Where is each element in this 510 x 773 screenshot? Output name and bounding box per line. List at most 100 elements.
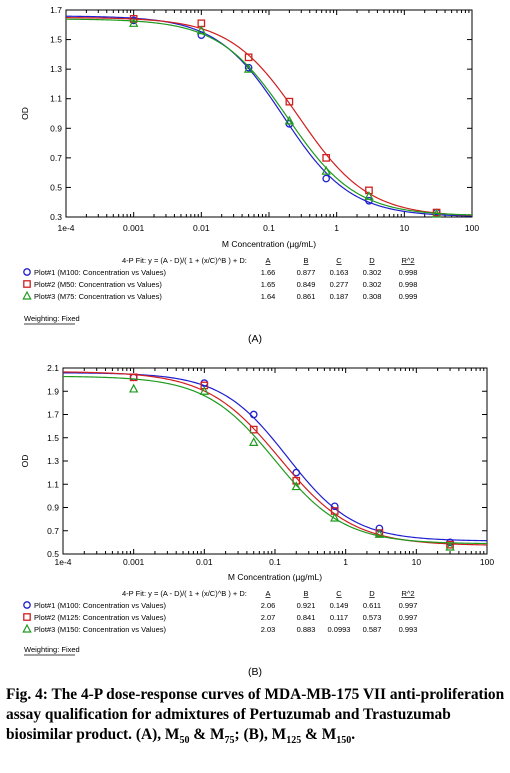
x-tick-label: 1 (334, 223, 339, 233)
y-tick-label: 1.3 (47, 456, 59, 466)
x-tick-label: 0.01 (193, 223, 210, 233)
data-point (374, 528, 385, 538)
x-tick-label: 0.01 (196, 557, 213, 567)
data-points-series-2 (129, 373, 454, 549)
x-axis-ticks (62, 368, 488, 554)
data-points-series-3 (128, 383, 455, 551)
x-tick-label: 0.1 (269, 557, 281, 567)
param-value: 0.883 (297, 625, 316, 634)
data-point (285, 97, 294, 106)
legend-marker (23, 268, 31, 276)
y-tick-label: 0.3 (50, 212, 62, 222)
legend-marker (23, 613, 31, 621)
x-tick-label: 100 (480, 557, 494, 567)
param-header: D (369, 256, 375, 265)
param-value: 0.997 (399, 601, 418, 610)
x-tick-label: 1e-4 (57, 223, 74, 233)
param-value: 0.921 (297, 601, 316, 610)
x-tick-label: 0.1 (263, 223, 275, 233)
param-value: 0.187 (330, 292, 349, 301)
x-tick-label: 1e-4 (54, 557, 71, 567)
legend-entry: Plot#1 (M100: Concentration vs Values) (34, 601, 167, 610)
param-value: 0.302 (363, 280, 382, 289)
data-point (249, 410, 258, 419)
fit-curve-series-2 (62, 371, 488, 546)
legend-entry: Plot#3 (M150: Concentration vs Values) (34, 625, 167, 634)
legend-marker (23, 601, 31, 609)
param-value: 0.993 (399, 625, 418, 634)
data-point (128, 383, 139, 393)
y-tick-label: 1.7 (47, 410, 59, 420)
param-value: 1.64 (261, 292, 276, 301)
panel-label: (B) (248, 666, 262, 678)
data-point (129, 15, 138, 23)
x-tick-label: 10 (400, 223, 410, 233)
data-point (249, 437, 259, 447)
legend-marker (23, 280, 31, 288)
data-point (199, 385, 210, 395)
data-point (128, 18, 139, 27)
param-value: 0.611 (363, 601, 381, 610)
y-tick-label: 1.1 (50, 94, 62, 104)
param-value: 2.07 (261, 613, 276, 622)
param-value: 0.149 (330, 601, 349, 610)
data-point (284, 115, 295, 125)
fit-equation: 4-P Fit: y = (A - D)/( 1 + (x/C)^B ) + D… (122, 589, 247, 598)
x-axis-label: M Concentration (µg/mL) (222, 239, 316, 249)
legend-marker (22, 290, 32, 300)
param-value: 0.573 (363, 613, 382, 622)
data-point (196, 25, 207, 35)
x-axis-label: M Concentration (µg/mL) (228, 572, 322, 582)
param-value: 0.117 (330, 613, 348, 622)
param-value: 2.03 (261, 625, 276, 634)
data-points-series-2 (129, 15, 441, 217)
param-header: A (265, 589, 270, 598)
y-tick-label: 0.5 (47, 549, 59, 559)
legend-entry: Plot#2 (M50: Concentration vs Values) (34, 280, 162, 289)
y-tick-label: 0.7 (47, 526, 59, 536)
param-value: 0.841 (297, 613, 316, 622)
data-point (330, 502, 339, 511)
y-tick-label: 2.1 (47, 363, 59, 373)
data-point (244, 53, 253, 62)
param-value: 0.998 (399, 268, 418, 277)
y-axis-label: OD (20, 107, 30, 120)
fit-curve-series-3 (62, 375, 488, 545)
x-tick-label: 0.001 (123, 557, 145, 567)
figure-caption: Fig. 4: The 4-P dose-response curves of … (6, 686, 505, 747)
y-axis-label: OD (20, 455, 30, 468)
param-value: 0.587 (363, 625, 382, 634)
param-value: 0.999 (399, 292, 418, 301)
y-tick-label: 1.7 (50, 5, 62, 15)
param-header: D (369, 589, 375, 598)
data-point (322, 174, 331, 183)
data-points-series-1 (129, 16, 441, 217)
data-points-series-1 (129, 373, 454, 547)
fit-curve-series-1 (62, 372, 488, 542)
legend-entry: Plot#1 (M100: Concentration vs Values) (34, 268, 167, 277)
data-point (445, 541, 455, 551)
x-axis-ticks (65, 10, 473, 217)
param-header: R^2 (401, 256, 414, 265)
data-point (446, 540, 454, 549)
param-value: 0.998 (399, 280, 418, 289)
param-value: 0.277 (330, 280, 349, 289)
chart-panel-a: 1e-4 0.001 0.01 0.1 1 10 100 0.3 0.5 0.7 0.9 1.1 1.3… (20, 5, 479, 345)
param-value: 0.877 (297, 268, 316, 277)
param-value: 0.861 (297, 292, 316, 301)
data-point (292, 468, 301, 477)
y-tick-label: 1.9 (47, 386, 59, 396)
y-tick-label: 1.5 (50, 35, 62, 45)
data-point (431, 208, 442, 218)
weighting-note: Weighting: Fixed (24, 314, 80, 323)
param-value: 0.849 (297, 280, 316, 289)
data-point (321, 165, 331, 175)
plot-frame (65, 9, 473, 218)
data-point (129, 373, 138, 382)
legend-entry: Plot#3 (M75: Concentration vs Values) (34, 292, 162, 301)
legend-entry: Plot#2 (M125: Concentration vs Values) (34, 613, 167, 622)
data-point (375, 524, 384, 533)
param-value: 1.66 (261, 268, 276, 277)
y-tick-label: 1.3 (50, 64, 62, 74)
param-header: A (265, 256, 270, 265)
